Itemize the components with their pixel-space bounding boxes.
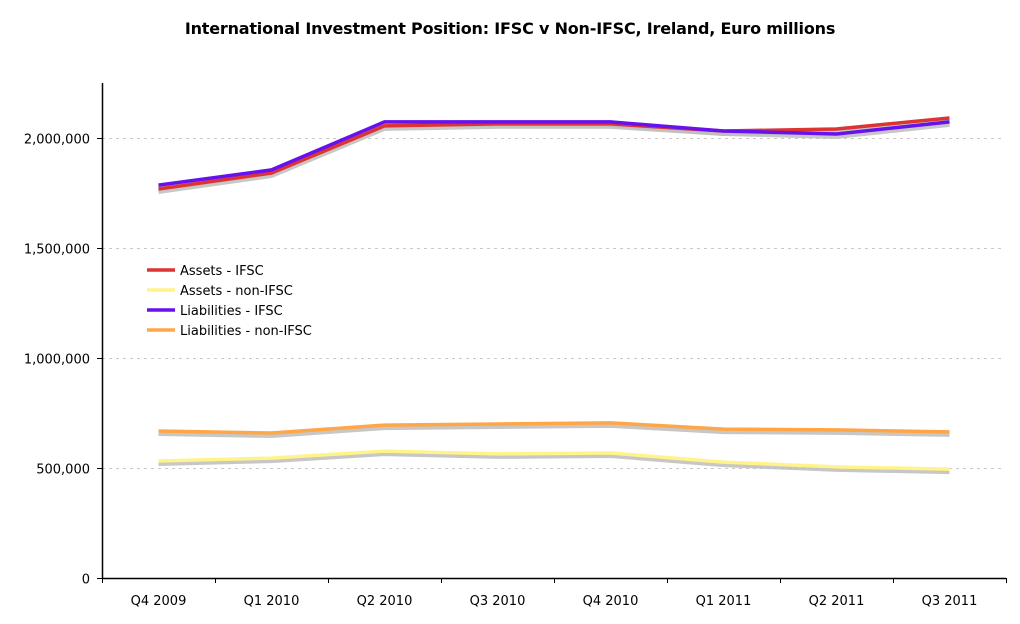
y-tick-label: 2,000,000 [24,133,90,148]
x-tick-label: Q1 2011 [696,594,752,609]
legend-label: Liabilities - non-IFSC [180,324,312,339]
legend-item: Assets - non-IFSC [147,284,293,299]
legend-label: Assets - non-IFSC [180,284,293,299]
x-tick-label: Q1 2010 [244,594,300,609]
x-axis-ticks: Q4 2009 Q1 2010 Q2 2010 Q3 2010 Q4 2010 Q1 20… [102,578,1007,609]
chart-title: International Investment Position: IFSC … [184,19,836,38]
series-line-liabilities-ifsc [158,120,950,187]
legend-item: Assets - IFSC [147,264,264,279]
x-tick-label: Q4 2009 [131,594,187,609]
y-axis-ticks: 0 500,000 1,000,000 1,500,000 2,000,000 [24,133,102,588]
legend-label: Liabilities - IFSC [180,304,283,319]
x-tick-label: Q2 2011 [809,594,865,609]
y-tick-label: 0 [82,573,90,588]
legend-item: Liabilities - IFSC [147,304,283,319]
series-line-assets-non-ifsc [158,449,950,471]
y-tick-label: 1,000,000 [24,353,90,368]
series-shadow [158,452,950,475]
x-tick-label: Q4 2010 [583,594,639,609]
x-tick-label: Q3 2010 [470,594,526,609]
x-tick-label: Q3 2011 [922,594,978,609]
legend: Assets - IFSC Assets - non-IFSC Liabilitie… [147,264,312,339]
legend-item: Liabilities - non-IFSC [147,324,312,339]
series-shadow [158,423,950,439]
series-shadow [158,119,950,194]
legend-label: Assets - IFSC [180,264,264,279]
series-line-liabilities-non-ifsc [158,421,950,435]
y-tick-label: 1,500,000 [24,243,90,258]
series-lines [158,116,950,471]
series-line-assets-ifsc [158,116,950,191]
y-tick-label: 500,000 [36,463,90,478]
x-tick-label: Q2 2010 [357,594,413,609]
